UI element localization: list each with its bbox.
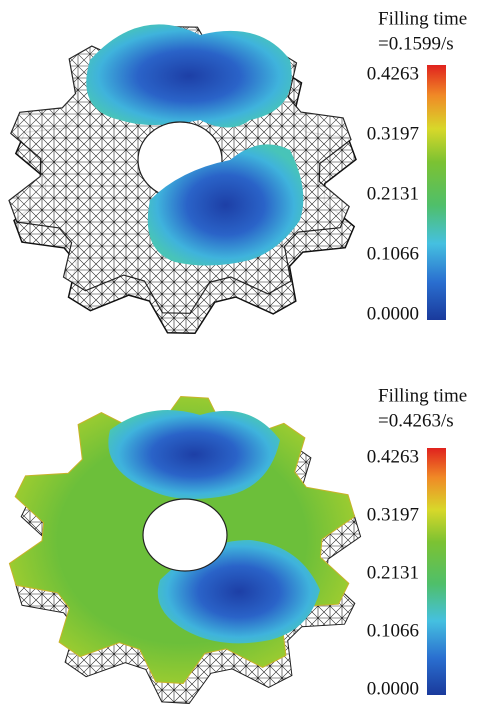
colorbar-label: 0.2131 xyxy=(367,183,419,204)
legends: Filling time =0.1599/s 0.4263 0.3197 0.2131 0… xyxy=(367,8,467,699)
colorbar-label: 0.1066 xyxy=(367,620,419,641)
colorbar-label: 0.0000 xyxy=(367,303,419,324)
legend-subtitle: =0.4263/s xyxy=(378,410,454,431)
colorbar-label: 0.0000 xyxy=(367,678,419,699)
fill-region-1 xyxy=(108,410,280,499)
colorbar-label: 0.3197 xyxy=(367,123,419,144)
colorbar-label: 0.1066 xyxy=(367,243,419,264)
legend-title: Filling time xyxy=(378,8,467,29)
fill-front-bottom xyxy=(147,144,304,266)
colorbar-label: 0.3197 xyxy=(367,504,419,525)
legend-subtitle: =0.1599/s xyxy=(378,33,454,54)
fill-front-top xyxy=(86,24,292,128)
hub-hole-2 xyxy=(142,498,228,572)
colorbar xyxy=(427,448,446,695)
colorbar xyxy=(427,65,446,320)
gear-renders xyxy=(8,24,362,705)
colorbar-label: 0.4263 xyxy=(367,63,419,84)
legend-title: Filling time xyxy=(378,385,467,406)
colorbar-label: 0.4263 xyxy=(367,446,419,467)
colorbar-label: 0.2131 xyxy=(367,562,419,583)
